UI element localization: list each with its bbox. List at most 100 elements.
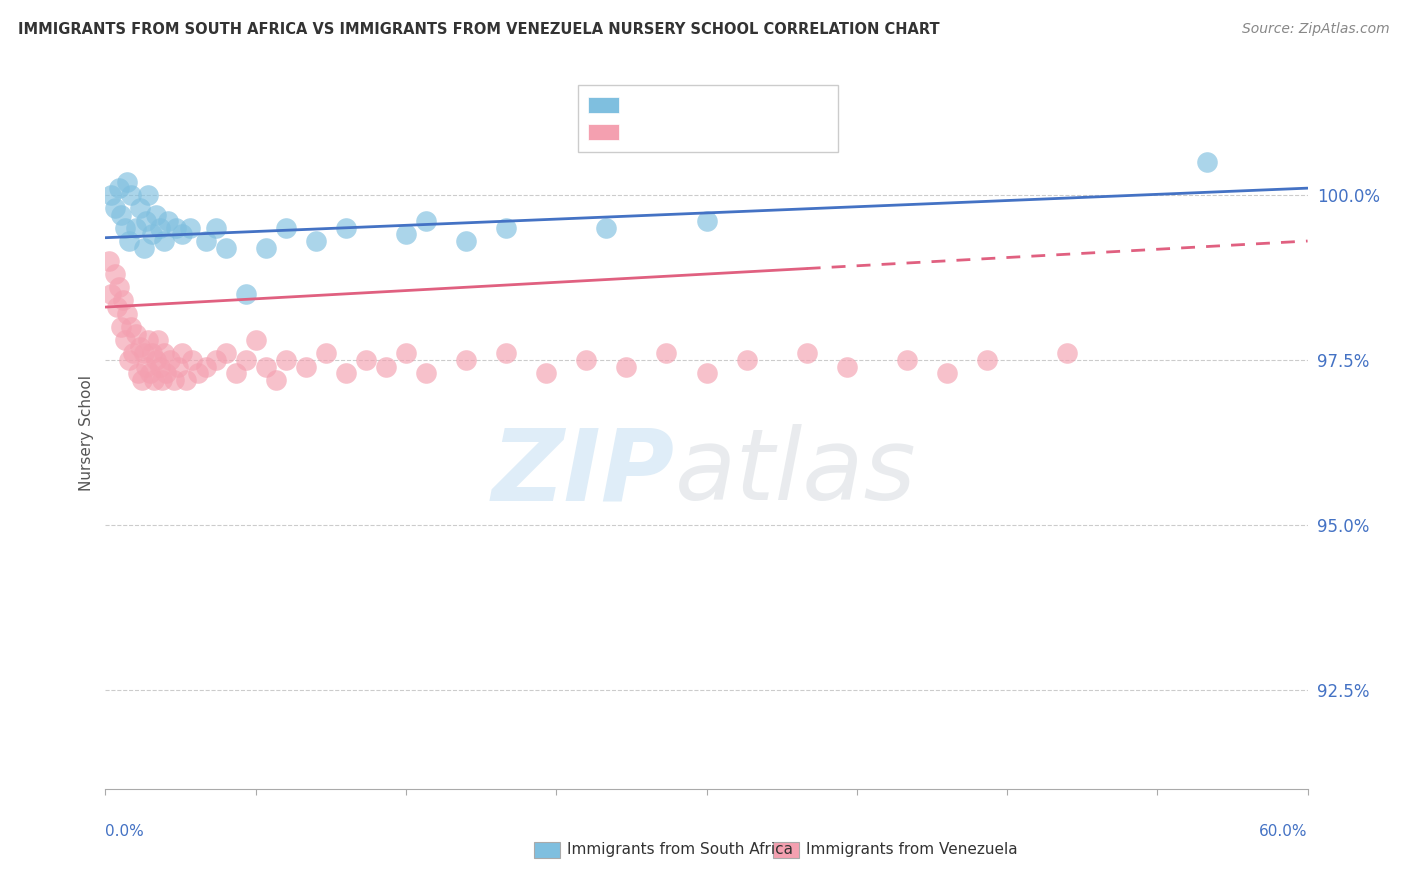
Point	[135, 214, 157, 228]
Point	[194, 359, 217, 374]
Point	[204, 353, 226, 368]
Point	[235, 286, 257, 301]
Point	[796, 346, 818, 360]
Point	[187, 366, 209, 380]
Point	[132, 241, 155, 255]
Point	[170, 346, 193, 360]
Point	[104, 267, 127, 281]
Point	[152, 234, 174, 248]
Point	[136, 187, 159, 202]
Point	[174, 373, 197, 387]
Point	[456, 353, 478, 368]
Point	[274, 353, 297, 368]
Point	[395, 346, 418, 360]
Point	[495, 346, 517, 360]
Point	[159, 353, 181, 368]
Point	[335, 366, 357, 380]
Point	[835, 359, 858, 374]
Point	[204, 220, 226, 235]
Point	[976, 353, 998, 368]
Point	[696, 366, 718, 380]
Point	[395, 227, 418, 242]
Point	[128, 340, 150, 354]
Point	[896, 353, 918, 368]
Point	[415, 366, 437, 380]
Text: 60.0%: 60.0%	[1260, 824, 1308, 838]
Point	[110, 319, 132, 334]
Point	[127, 366, 149, 380]
Point	[110, 208, 132, 222]
Text: N = 36: N = 36	[731, 96, 793, 114]
Point	[108, 280, 131, 294]
Point	[132, 346, 155, 360]
Point	[104, 201, 127, 215]
Point	[534, 366, 557, 380]
Point	[274, 220, 297, 235]
Point	[214, 241, 236, 255]
Text: Source: ZipAtlas.com: Source: ZipAtlas.com	[1241, 22, 1389, 37]
Point	[100, 286, 122, 301]
Point	[156, 214, 179, 228]
Point	[735, 353, 758, 368]
Point	[138, 366, 160, 380]
Point	[117, 175, 139, 189]
Point	[655, 346, 678, 360]
Point	[148, 359, 170, 374]
Point	[98, 253, 121, 268]
Point	[135, 359, 157, 374]
Point	[155, 366, 177, 380]
Point	[145, 208, 167, 222]
Point	[114, 220, 136, 235]
Point	[118, 234, 141, 248]
Point	[225, 366, 247, 380]
Point	[112, 293, 135, 308]
Point	[235, 353, 257, 368]
Point	[108, 181, 131, 195]
Point	[100, 187, 122, 202]
Point	[146, 333, 169, 347]
Point	[415, 214, 437, 228]
Text: Immigrants from South Africa: Immigrants from South Africa	[567, 842, 793, 856]
Point	[1197, 154, 1219, 169]
Text: R = 0.258: R = 0.258	[626, 123, 716, 141]
Point	[162, 373, 184, 387]
Point	[305, 234, 328, 248]
Point	[180, 353, 202, 368]
Point	[117, 307, 139, 321]
Point	[121, 319, 143, 334]
Point	[696, 214, 718, 228]
Y-axis label: Nursery School: Nursery School	[79, 375, 94, 491]
Point	[165, 220, 187, 235]
Point	[295, 359, 318, 374]
Point	[124, 326, 146, 341]
Point	[122, 346, 145, 360]
Point	[114, 333, 136, 347]
Point	[575, 353, 598, 368]
Point	[124, 220, 146, 235]
Point	[142, 373, 165, 387]
Point	[141, 346, 163, 360]
Point	[121, 187, 143, 202]
Point	[152, 346, 174, 360]
Point	[107, 300, 129, 314]
Point	[131, 373, 153, 387]
Point	[170, 227, 193, 242]
Point	[354, 353, 377, 368]
Point	[166, 359, 188, 374]
Point	[214, 346, 236, 360]
Point	[194, 234, 217, 248]
Point	[118, 353, 141, 368]
Text: R = 0.313: R = 0.313	[626, 96, 717, 114]
Point	[145, 353, 167, 368]
Point	[245, 333, 267, 347]
Point	[264, 373, 287, 387]
Point	[616, 359, 638, 374]
Text: 0.0%: 0.0%	[105, 824, 145, 838]
Point	[936, 366, 959, 380]
Point	[456, 234, 478, 248]
Point	[595, 220, 617, 235]
Text: IMMIGRANTS FROM SOUTH AFRICA VS IMMIGRANTS FROM VENEZUELA NURSERY SCHOOL CORRELA: IMMIGRANTS FROM SOUTH AFRICA VS IMMIGRAN…	[18, 22, 939, 37]
Point	[335, 220, 357, 235]
Point	[128, 201, 150, 215]
Point	[495, 220, 517, 235]
